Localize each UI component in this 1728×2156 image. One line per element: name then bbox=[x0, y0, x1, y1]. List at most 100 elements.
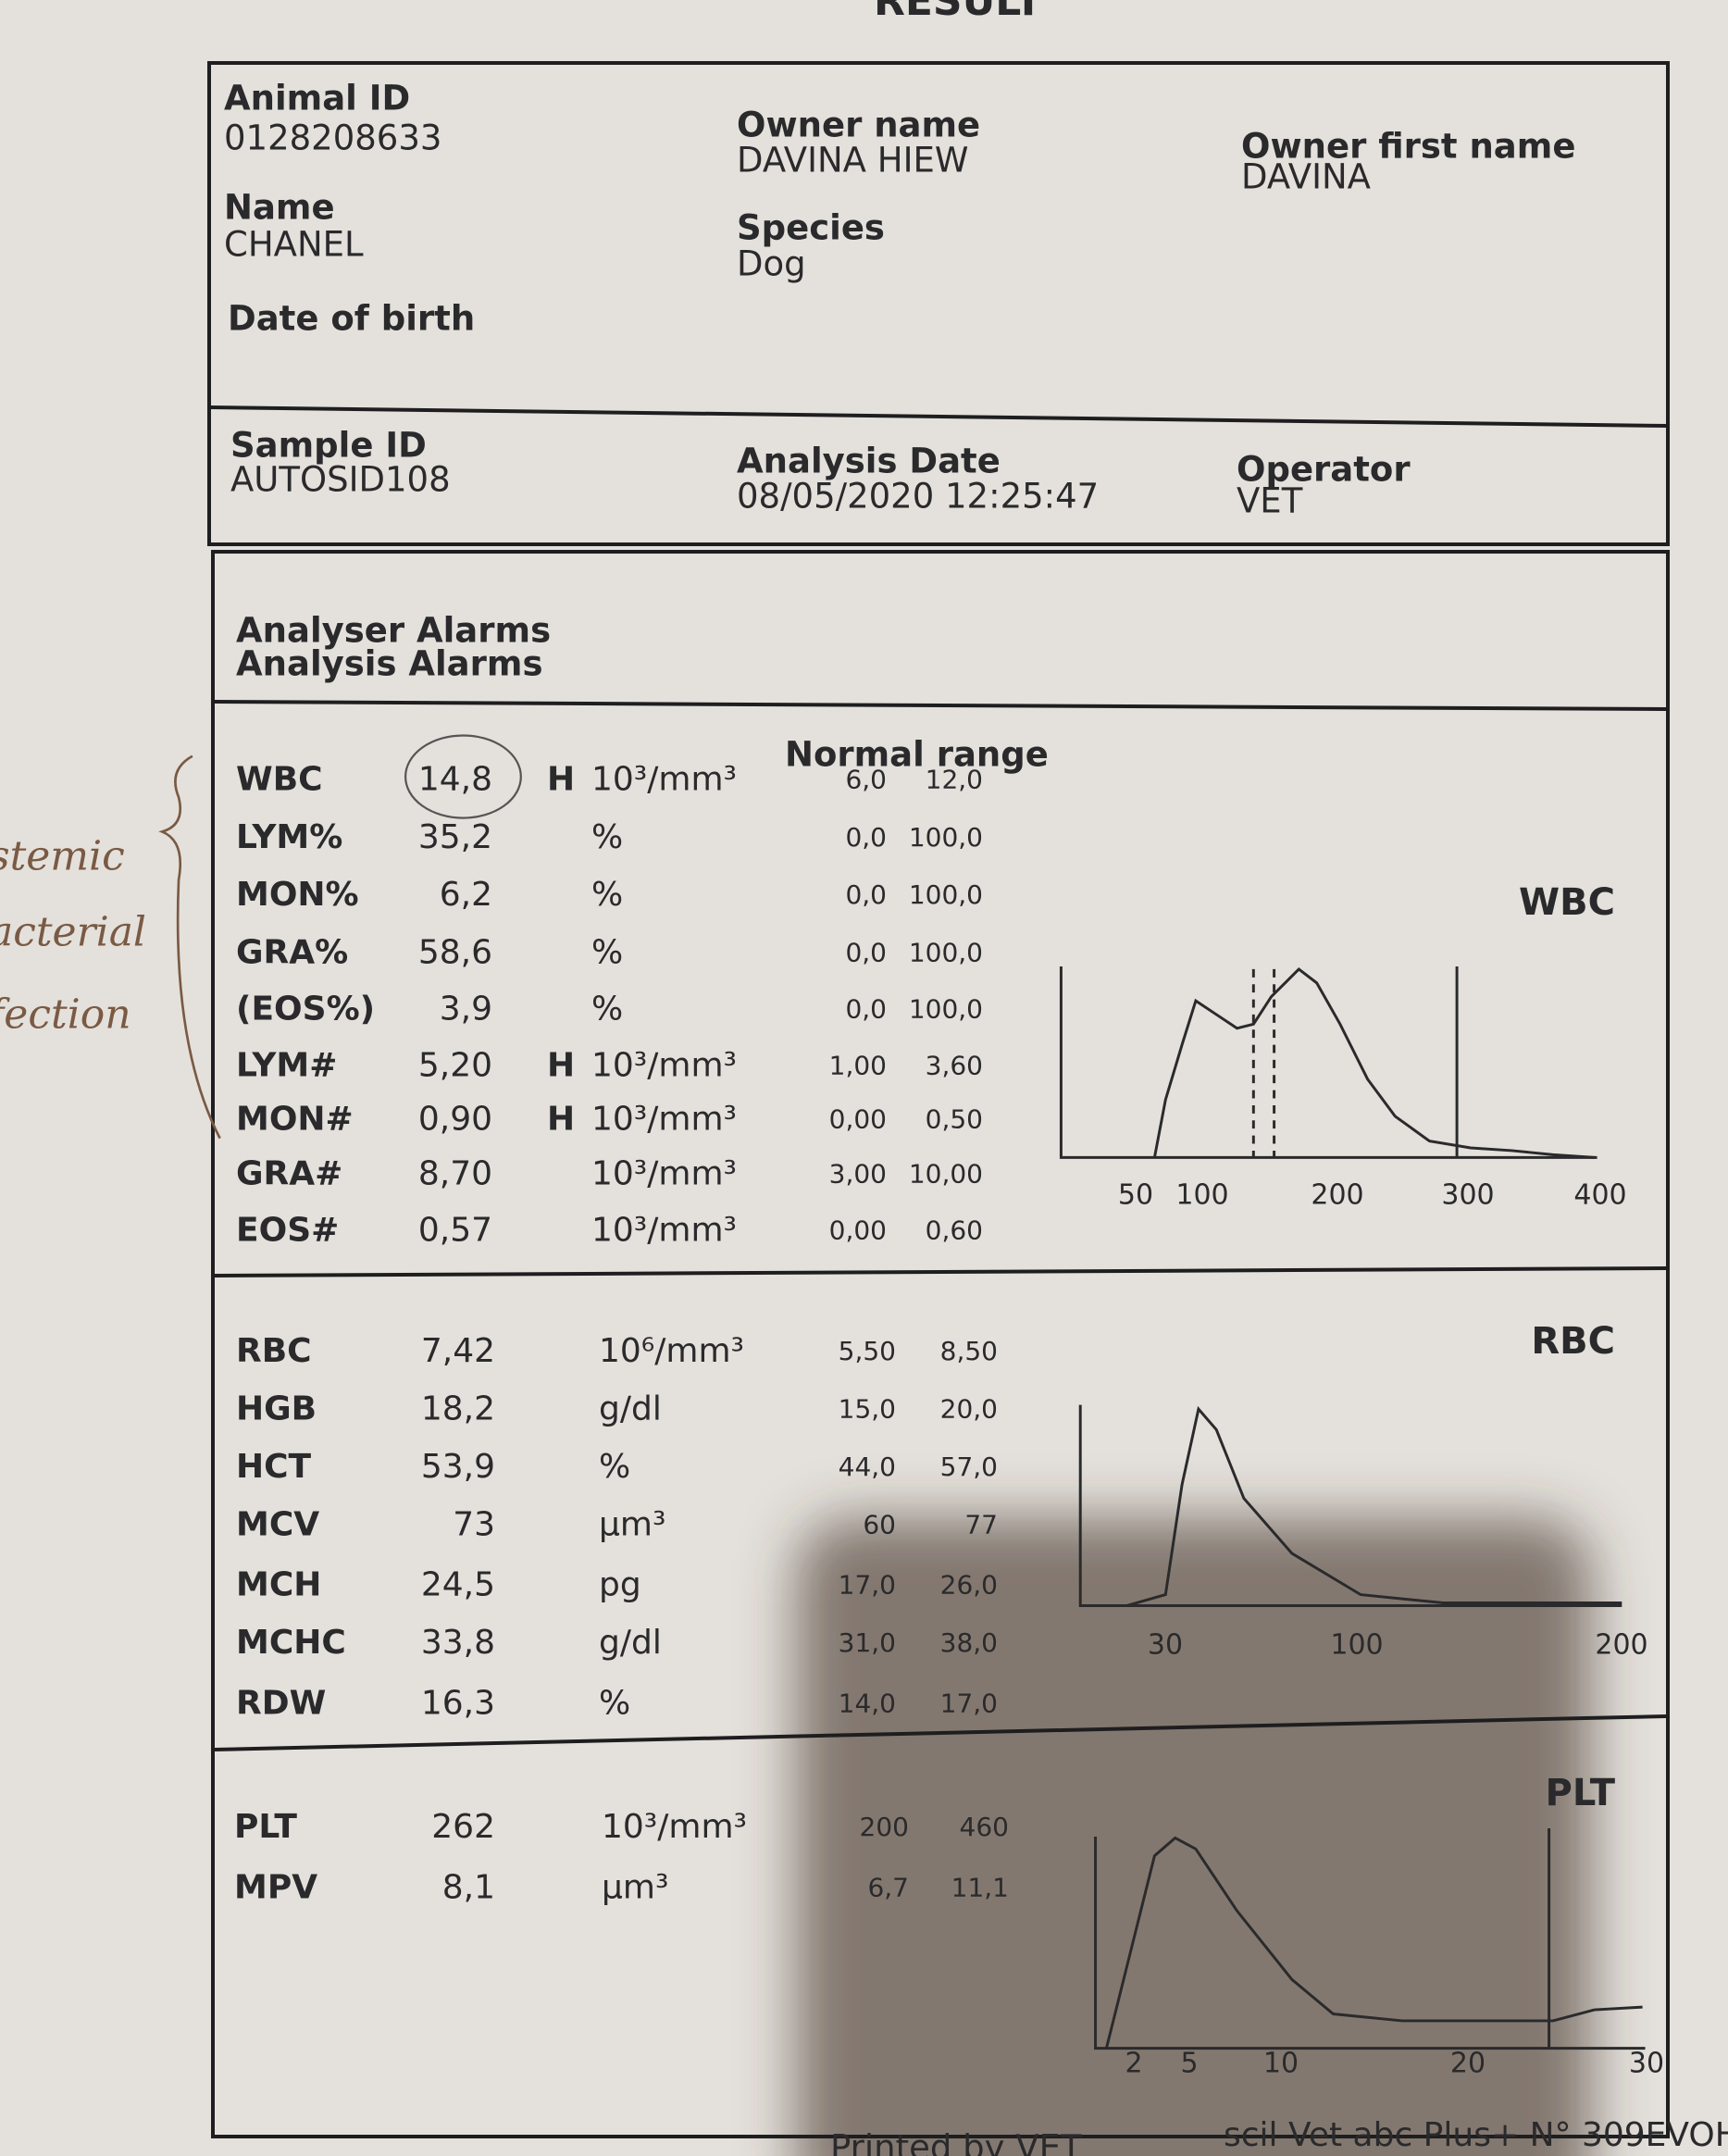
field-value: 0128208633 bbox=[224, 118, 441, 158]
param-value: 53,9 bbox=[421, 1448, 495, 1486]
param-name: HGB bbox=[236, 1390, 317, 1428]
range-low: 14,0 bbox=[839, 1688, 896, 1718]
range-high: 10,00 bbox=[909, 1159, 983, 1190]
range-high: 17,0 bbox=[940, 1688, 998, 1718]
param-name: HCT bbox=[236, 1448, 312, 1486]
range-high: 8,50 bbox=[940, 1336, 998, 1366]
separator bbox=[208, 405, 1669, 428]
param-flag: H bbox=[547, 1100, 575, 1138]
param-flag: H bbox=[547, 1046, 575, 1084]
param-name: RDW bbox=[236, 1684, 326, 1722]
wbc-curve bbox=[1152, 966, 1595, 1159]
param-name: MON% bbox=[236, 876, 359, 914]
param-unit: 10³/mm³ bbox=[602, 1808, 747, 1846]
hand-brace bbox=[158, 754, 221, 1140]
range-low: 15,0 bbox=[839, 1394, 896, 1425]
handwritten-note: fection bbox=[0, 991, 131, 1039]
param-unit: % bbox=[599, 1684, 630, 1722]
param-unit: 10³/mm³ bbox=[591, 1046, 737, 1084]
param-name: LYM# bbox=[236, 1046, 337, 1084]
axis-tick-label: 50 bbox=[1118, 1179, 1153, 1212]
param-name: GRA# bbox=[236, 1155, 342, 1193]
histogram-title: WBC bbox=[1519, 881, 1615, 924]
param-value: 14,8 bbox=[418, 760, 492, 798]
range-low: 3,00 bbox=[829, 1159, 887, 1190]
param-flag: H bbox=[547, 760, 575, 798]
param-name: MON# bbox=[236, 1100, 354, 1138]
range-high: 77 bbox=[964, 1509, 998, 1539]
rbc-curve bbox=[1126, 1405, 1622, 1607]
histogram-title: RBC bbox=[1531, 1320, 1615, 1363]
param-name: MCV bbox=[236, 1505, 319, 1543]
param-name: RBC bbox=[236, 1332, 312, 1370]
field-value: CHANEL bbox=[224, 225, 364, 265]
axis-tick-label: 200 bbox=[1311, 1179, 1363, 1212]
range-high: 26,0 bbox=[940, 1570, 998, 1601]
range-low: 0,0 bbox=[845, 822, 887, 853]
plt-axes bbox=[1094, 1836, 1646, 2050]
param-name: LYM% bbox=[236, 818, 342, 856]
param-name: (EOS%) bbox=[236, 990, 375, 1028]
range-high: 12,0 bbox=[926, 764, 983, 794]
param-unit: 10³/mm³ bbox=[591, 1100, 737, 1138]
param-name: MCHC bbox=[236, 1624, 346, 1662]
range-high: 0,50 bbox=[926, 1103, 983, 1134]
param-unit: 10³/mm³ bbox=[591, 1155, 737, 1193]
field-label: Owner name bbox=[737, 106, 980, 145]
axis-tick-label: 5 bbox=[1180, 2048, 1198, 2080]
shadow bbox=[796, 1518, 1592, 2156]
separator bbox=[214, 1714, 1667, 1751]
range-high: 3,60 bbox=[926, 1050, 983, 1080]
field-value: DAVINA bbox=[1241, 157, 1371, 197]
range-high: 38,0 bbox=[940, 1627, 998, 1658]
result-title: RESULT bbox=[874, 0, 1042, 25]
param-value: 8,1 bbox=[442, 1868, 495, 1906]
param-value: 73 bbox=[453, 1505, 495, 1543]
param-name: PLT bbox=[234, 1808, 297, 1846]
hand-circle bbox=[404, 734, 522, 819]
param-name: GRA% bbox=[236, 934, 348, 972]
param-value: 8,70 bbox=[418, 1155, 492, 1193]
range-low: 31,0 bbox=[839, 1627, 896, 1658]
param-unit: % bbox=[599, 1448, 630, 1486]
range-low: 6,0 bbox=[845, 764, 887, 794]
field-label: Sample ID bbox=[230, 426, 427, 466]
param-value: 6,2 bbox=[440, 876, 492, 914]
param-value: 262 bbox=[431, 1808, 495, 1846]
range-low: 44,0 bbox=[839, 1452, 896, 1482]
wbc-threshold bbox=[1251, 968, 1276, 1158]
param-name: WBC bbox=[236, 760, 323, 798]
footer-printed: Printed by VET bbox=[830, 2128, 1082, 2156]
range-low: 200 bbox=[860, 1812, 909, 1842]
histograms bbox=[158, 734, 1646, 2050]
param-unit: 10³/mm³ bbox=[591, 760, 737, 798]
param-name: MCH bbox=[236, 1566, 321, 1604]
param-unit: % bbox=[591, 818, 623, 856]
patient-box bbox=[207, 61, 1670, 546]
histogram-title: PLT bbox=[1546, 1772, 1616, 1814]
range-high: 100,0 bbox=[909, 993, 983, 1024]
range-low: 0,0 bbox=[845, 938, 887, 968]
param-unit: 10³/mm³ bbox=[591, 1212, 737, 1250]
range-high: 57,0 bbox=[940, 1452, 998, 1482]
param-unit: % bbox=[591, 934, 623, 972]
range-low: 0,0 bbox=[845, 879, 887, 910]
field-value: VET bbox=[1237, 481, 1303, 521]
normal-range-label: Normal range bbox=[785, 735, 1049, 775]
axis-tick-label: 400 bbox=[1573, 1179, 1626, 1212]
frames bbox=[207, 61, 1670, 2138]
field-value: Dog bbox=[737, 244, 806, 284]
param-name: MPV bbox=[234, 1868, 317, 1906]
axis-tick-label: 20 bbox=[1450, 2048, 1486, 2080]
param-unit: g/dl bbox=[599, 1390, 662, 1428]
range-low: 0,0 bbox=[845, 993, 887, 1024]
param-unit: µm³ bbox=[599, 1505, 665, 1543]
param-unit: 10⁶/mm³ bbox=[599, 1332, 744, 1370]
range-low: 60 bbox=[863, 1509, 896, 1539]
range-low: 17,0 bbox=[839, 1570, 896, 1601]
field-label: Owner first name bbox=[1241, 127, 1575, 167]
range-high: 100,0 bbox=[909, 822, 983, 853]
param-unit: % bbox=[591, 876, 623, 914]
separator bbox=[214, 700, 1667, 711]
range-low: 5,50 bbox=[839, 1336, 896, 1366]
